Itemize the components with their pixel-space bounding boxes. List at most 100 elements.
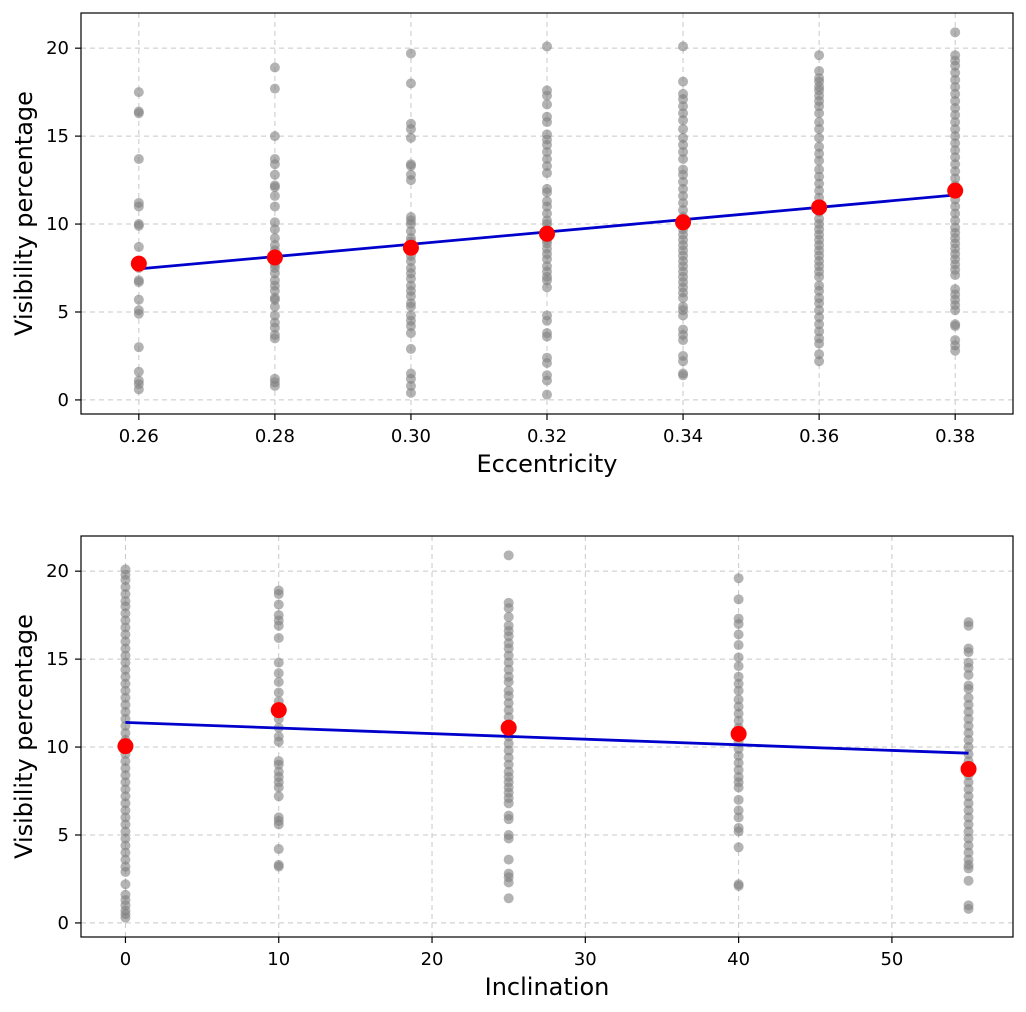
inclination-scatter-point: [733, 812, 744, 823]
inclination-scatter-point: [120, 784, 131, 795]
eccentricity-scatter-point: [950, 201, 961, 212]
inclination-scatter-point: [963, 713, 974, 724]
eccentricity-scatter-point: [678, 169, 689, 180]
eccentricity-scatter-point: [950, 208, 961, 219]
inclination-scatter-point: [273, 633, 284, 644]
eccentricity-scatter-point: [269, 333, 280, 344]
inclination-x-ticks: 0 10 20 30 40 50: [120, 937, 903, 970]
eccentricity-scatter-point: [405, 301, 416, 312]
inclination-mean-point: [270, 702, 287, 719]
eccentricity-scatter-point: [950, 152, 961, 163]
eccentricity-scatter-point: [814, 155, 825, 166]
eccentricity-y-tick-label: 0: [58, 390, 69, 411]
eccentricity-scatter-point: [678, 292, 689, 303]
eccentricity-scatter-point: [133, 201, 144, 212]
inclination-scatter-point: [273, 736, 284, 747]
eccentricity-scatter-point: [133, 220, 144, 231]
eccentricity-scatter-point: [405, 78, 416, 89]
inclination-scatter-point: [733, 671, 744, 682]
eccentricity-scatter-point: [269, 62, 280, 73]
inclination-scatter-point: [120, 805, 131, 816]
eccentricity-scatter: [133, 27, 961, 400]
inclination-scatter-point: [503, 676, 514, 687]
eccentricity-scatter-point: [814, 285, 825, 296]
inclination-scatter-point: [963, 727, 974, 738]
eccentricity-scatter-point: [814, 319, 825, 330]
eccentricity-scatter-point: [269, 268, 280, 279]
eccentricity-scatter-point: [950, 305, 961, 316]
eccentricity-scatter-point: [542, 168, 552, 179]
inclination-scatter-point: [733, 764, 744, 775]
inclination-scatter-point: [963, 798, 974, 809]
eccentricity-scatter-point: [133, 366, 144, 377]
inclination-scatter-point: [733, 694, 744, 705]
inclination-scatter-point: [503, 691, 514, 702]
eccentricity-scatter-point: [814, 312, 825, 323]
eccentricity-scatter-point: [405, 321, 416, 332]
inclination-scatter-point: [273, 819, 284, 830]
eccentricity-scatter-point: [814, 141, 825, 152]
eccentricity-scatter-point: [133, 108, 144, 119]
inclination-scatter-point: [503, 650, 514, 661]
eccentricity-scatter-point: [133, 308, 144, 319]
eccentricity-scatter-point: [814, 101, 825, 112]
eccentricity-y-ticks: 0 5 10 15 20: [46, 38, 81, 411]
inclination-scatter-point: [733, 573, 744, 584]
eccentricity-means: [130, 182, 964, 272]
inclination-scatter-point: [503, 752, 514, 763]
eccentricity-mean-point: [539, 225, 555, 242]
inclination-x-tick-label: 0: [120, 949, 131, 970]
inclination-y-tick-label: 15: [46, 649, 69, 670]
eccentricity-scatter-point: [542, 357, 552, 368]
inclination-scatter-point: [963, 720, 974, 731]
eccentricity-scatter-point: [950, 67, 961, 78]
eccentricity-scatter-point: [405, 161, 416, 172]
eccentricity-scatter-point: [269, 190, 280, 201]
inclination-scatter-point: [120, 756, 131, 767]
eccentricity-scatter-point: [814, 164, 825, 175]
inclination-scatter-point: [503, 854, 514, 865]
eccentricity-scatter-point: [678, 335, 689, 346]
eccentricity-scatter-point: [269, 159, 280, 170]
eccentricity-scatter-point: [269, 217, 280, 228]
eccentricity-x-tick-label: 0.30: [391, 426, 431, 447]
inclination-x-axis-label: Inclination: [485, 973, 610, 1001]
inclination-scatter-point: [503, 611, 514, 622]
inclination-scatter-point: [503, 643, 514, 654]
inclination-plot-frame: [80, 535, 1014, 938]
inclination-scatter-point: [120, 847, 131, 858]
inclination-scatter-point: [120, 770, 131, 781]
eccentricity-scatter-point: [405, 380, 416, 391]
eccentricity-scatter-point: [542, 99, 552, 110]
eccentricity-scatter-point: [678, 41, 689, 52]
eccentricity-x-tick-label: 0.26: [119, 426, 159, 447]
inclination-scatter-point: [733, 629, 744, 640]
inclination-mean-point: [500, 719, 517, 736]
inclination-x-tick-label: 30: [574, 949, 597, 970]
eccentricity-scatter-point: [678, 101, 689, 112]
eccentricity-mean-point: [947, 182, 964, 199]
inclination-scatter-point: [503, 893, 514, 904]
eccentricity-scatter-point: [678, 197, 689, 208]
inclination-scatter-point: [733, 701, 744, 712]
inclination-scatter-point: [733, 782, 744, 793]
eccentricity-scatter-point: [133, 384, 144, 395]
eccentricity-scatter-point: [678, 183, 689, 194]
inclination-scatter-point: [273, 791, 284, 802]
inclination-scatter-point: [120, 840, 131, 851]
eccentricity-scatter-point: [542, 139, 552, 150]
inclination-scatter-point: [503, 657, 514, 668]
eccentricity-scatter-point: [814, 66, 825, 77]
eccentricity-scatter-point: [950, 60, 961, 71]
inclination-scatter-point: [503, 833, 514, 844]
inclination-scatter-point: [120, 763, 131, 774]
eccentricity-scatter-point: [950, 27, 961, 38]
inclination-scatter-point: [503, 745, 514, 756]
eccentricity-scatter-point: [542, 117, 552, 128]
eccentricity-scatter-point: [405, 226, 416, 237]
inclination-scatter-point: [733, 652, 744, 663]
eccentricity-scatter-point: [405, 124, 416, 135]
eccentricity-scatter-point: [950, 124, 961, 135]
inclination-scatter-point: [120, 643, 131, 654]
inclination-scatter-point: [963, 833, 974, 844]
